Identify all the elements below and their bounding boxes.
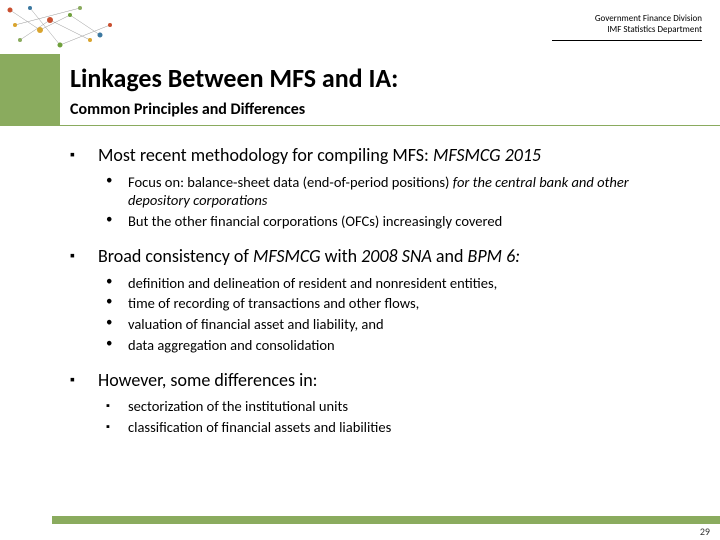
bullet-text: Broad consistency of MFSMCG with 2008 SN…	[98, 245, 680, 268]
square-bullet-icon: ▪	[70, 247, 75, 264]
square-bullet-icon: ▪	[106, 399, 110, 412]
bullet-item: ▪ Most recent methodology for compiling M…	[70, 144, 680, 231]
bullet-item: ▪ However, some differences in: ▪ sectoriza…	[70, 369, 680, 437]
sub-bullet-item: • Focus on: balance-sheet data (end-of-pe…	[106, 173, 680, 211]
square-bullet-icon: ▪	[106, 420, 110, 433]
dot-bullet-icon: •	[106, 173, 112, 188]
subtitle-inner: Common Principles and Differences	[60, 98, 720, 126]
sub-bullet-text: But the other financial corporations (OF…	[128, 212, 680, 231]
sub-bullet-text: definition and delineation of resident a…	[128, 274, 680, 293]
sub-bullet-list: • definition and delineation of resident …	[106, 274, 680, 355]
sub-bullet-item: ▪ sectorization of the institutional unit…	[106, 397, 680, 416]
bullet-text: Most recent methodology for compiling MF…	[98, 144, 680, 167]
title-inner: Linkages Between MFS and IA:	[60, 54, 720, 98]
sub-bullet-text: Focus on: balance-sheet data (end-of-per…	[128, 173, 680, 211]
sub-bullet-text: data aggregation and consolidation	[128, 336, 680, 355]
subtitle-band: Common Principles and Differences	[0, 98, 720, 126]
footer-accent-bar	[52, 516, 720, 524]
content-area: ▪ Most recent methodology for compiling M…	[0, 126, 720, 463]
sub-bullet-item: • data aggregation and consolidation	[106, 336, 680, 355]
dot-bullet-icon: •	[106, 315, 112, 330]
slide-title: Linkages Between MFS and IA:	[70, 62, 710, 94]
sub-bullet-text: sectorization of the institutional units	[128, 397, 680, 416]
sub-bullet-item: • But the other financial corporations (O…	[106, 212, 680, 231]
dot-bullet-icon: •	[106, 336, 112, 351]
square-bullet-icon: ▪	[70, 146, 75, 163]
dot-bullet-icon: •	[106, 274, 112, 289]
square-bullet-icon: ▪	[70, 371, 75, 388]
sub-bullet-item: ▪ classification of financial assets and …	[106, 418, 680, 437]
sub-bullet-item: • time of recording of transactions and o…	[106, 294, 680, 313]
dot-bullet-icon: •	[106, 294, 112, 309]
sub-bullet-text: time of recording of transactions and ot…	[128, 294, 680, 313]
page-number: 29	[700, 525, 710, 538]
sub-bullet-item: • valuation of financial asset and liabil…	[106, 315, 680, 334]
sub-bullet-list: ▪ sectorization of the institutional unit…	[106, 397, 680, 437]
header-line2: IMF Statistics Department	[595, 25, 702, 36]
header-underline	[552, 40, 702, 41]
bullet-item: ▪ Broad consistency of MFSMCG with 2008 S…	[70, 245, 680, 355]
sub-bullet-text: classification of financial assets and l…	[128, 418, 680, 437]
bullet-text: However, some differences in:	[98, 369, 680, 392]
header-area: Government Finance Division IMF Statisti…	[0, 0, 720, 54]
bullet-list: ▪ Most recent methodology for compiling M…	[70, 144, 680, 437]
slide-subtitle: Common Principles and Differences	[70, 100, 710, 119]
dot-bullet-icon: •	[106, 212, 112, 227]
sub-bullet-list: • Focus on: balance-sheet data (end-of-pe…	[106, 173, 680, 232]
title-band: Linkages Between MFS and IA:	[0, 54, 720, 98]
sub-bullet-item: • definition and delineation of resident …	[106, 274, 680, 293]
network-graphic-icon	[0, 0, 150, 54]
header-org-text: Government Finance Division IMF Statisti…	[595, 14, 702, 36]
sub-bullet-text: valuation of financial asset and liabili…	[128, 315, 680, 334]
